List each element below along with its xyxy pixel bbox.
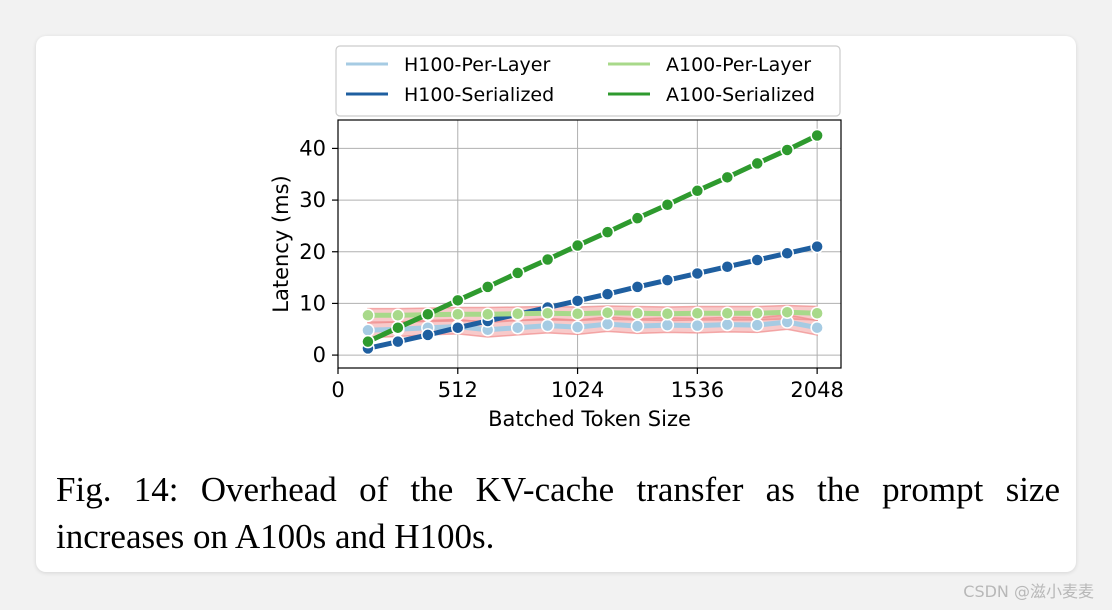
data-point-a100-per-layer <box>391 308 405 323</box>
data-point-a100-serialized <box>451 293 465 308</box>
data-point-h100-serialized <box>451 320 465 335</box>
data-point-a100-serialized <box>570 238 585 253</box>
data-point-a100-per-layer <box>720 306 735 320</box>
y-tick-label: 40 <box>299 136 326 160</box>
data-point-a100-per-layer <box>361 308 375 323</box>
data-point-a100-per-layer <box>600 305 615 320</box>
y-axis-label: Latency (ms) <box>269 175 293 312</box>
data-point-h100-serialized <box>810 239 824 254</box>
data-point-a100-serialized <box>540 252 555 267</box>
data-point-a100-serialized <box>810 128 824 143</box>
x-tick-label: 2048 <box>790 378 843 402</box>
x-tick-label: 512 <box>438 378 478 402</box>
data-point-a100-serialized <box>421 307 435 322</box>
series-a100-serialized <box>361 128 824 349</box>
x-tick-label: 1536 <box>671 378 724 402</box>
y-tick-label: 30 <box>299 188 326 212</box>
data-point-a100-per-layer <box>540 306 555 320</box>
data-point-a100-serialized <box>690 184 705 198</box>
series-line-a100-serialized <box>365 133 820 345</box>
data-point-a100-per-layer <box>510 307 525 321</box>
data-point-h100-per-layer <box>720 317 735 332</box>
data-point-h100-serialized <box>391 334 405 349</box>
legend-item-a100-serialized: A100-Serialized <box>608 84 815 106</box>
data-point-h100-per-layer <box>540 318 555 333</box>
data-point-a100-per-layer <box>780 305 794 319</box>
data-point-a100-serialized <box>510 266 525 280</box>
data-point-a100-serialized <box>750 156 764 171</box>
data-point-h100-serialized <box>421 328 435 342</box>
data-point-h100-per-layer <box>630 319 645 333</box>
legend-item-h100-per-layer: H100-Per-Layer <box>346 54 550 76</box>
data-point-h100-serialized <box>600 287 615 301</box>
x-tick-label: 1024 <box>551 378 604 402</box>
legend-item-h100-serialized: H100-Serialized <box>346 84 554 106</box>
data-point-h100-per-layer <box>750 318 764 332</box>
y-tick-label: 20 <box>299 240 326 264</box>
data-point-a100-serialized <box>600 225 615 239</box>
x-tick-label: 0 <box>331 378 344 402</box>
data-point-h100-per-layer <box>361 323 375 338</box>
data-point-a100-per-layer <box>630 306 645 320</box>
axes-frame <box>337 119 842 369</box>
legend: H100-Per-Layer H100-Serialized A100-Per-La… <box>335 45 841 117</box>
data-point-a100-serialized <box>630 211 645 225</box>
legend-box <box>335 45 841 117</box>
data-point-h100-serialized <box>780 246 794 261</box>
data-point-a100-serialized <box>391 320 405 335</box>
data-point-a100-per-layer <box>451 307 465 322</box>
data-point-a100-per-layer <box>660 307 675 321</box>
data-point-h100-per-layer <box>570 320 585 334</box>
data-point-h100-per-layer <box>660 318 675 332</box>
data-point-h100-serialized <box>750 253 764 267</box>
data-point-h100-per-layer <box>810 320 824 335</box>
data-point-a100-per-layer <box>810 306 824 320</box>
data-point-h100-serialized <box>720 259 735 274</box>
legend-item-a100-per-layer: A100-Per-Layer <box>608 54 811 76</box>
figure-caption: Fig. 14: Overhead of the KV-cache transf… <box>56 470 1060 556</box>
data-point-h100-serialized <box>660 273 675 287</box>
data-point-a100-per-layer <box>570 307 585 321</box>
latency-chart: 0 512 1024 1536 2048 0 10 20 30 40 Batched Token S… <box>269 45 844 431</box>
series-line-h100-serialized <box>365 244 820 351</box>
y-tick-label: 0 <box>313 343 326 367</box>
data-point-a100-serialized <box>480 280 495 294</box>
data-point-a100-per-layer <box>480 307 495 322</box>
watermark: CSDN @滋小麦麦 <box>963 582 1094 601</box>
data-point-h100-per-layer <box>690 318 705 333</box>
series-line-h100-per-layer <box>365 319 820 333</box>
legend-label: A100-Per-Layer <box>666 54 811 76</box>
data-point-h100-serialized <box>630 280 645 294</box>
data-point-a100-serialized <box>780 143 794 157</box>
data-point-h100-per-layer <box>510 320 525 335</box>
y-tick-label: 10 <box>299 291 326 315</box>
series-line-a100-per-layer <box>365 309 820 318</box>
x-axis-label: Batched Token Size <box>488 407 691 431</box>
data-point-a100-serialized <box>361 334 375 349</box>
legend-label: H100-Per-Layer <box>404 54 550 76</box>
data-point-a100-serialized <box>660 197 675 212</box>
legend-label: A100-Serialized <box>666 84 815 106</box>
data-point-a100-per-layer <box>690 306 705 320</box>
data-point-h100-per-layer <box>600 317 615 331</box>
data-point-a100-per-layer <box>750 306 764 320</box>
legend-label: H100-Serialized <box>404 84 554 106</box>
data-point-h100-serialized <box>690 266 705 281</box>
data-point-a100-serialized <box>720 170 735 185</box>
figure-card: 0 512 1024 1536 2048 0 10 20 30 40 Batched Token S… <box>36 36 1076 572</box>
data-point-h100-serialized <box>570 294 585 308</box>
